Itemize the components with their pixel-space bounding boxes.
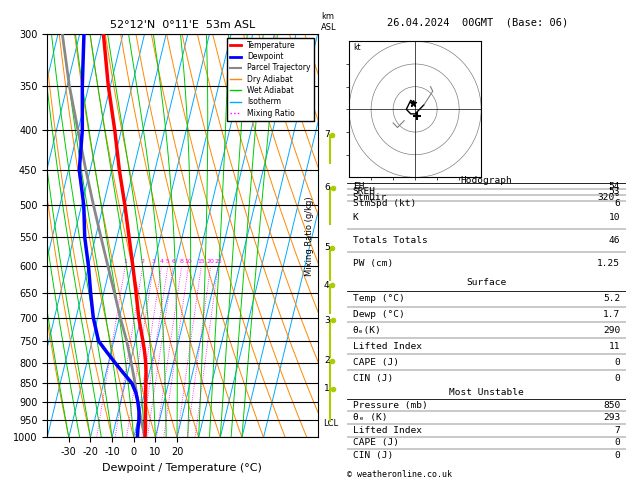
Text: 6: 6 [171,259,175,264]
Text: K: K [353,213,359,223]
Text: 10: 10 [609,213,620,223]
Text: EH: EH [353,182,364,191]
Text: 11: 11 [609,342,620,351]
Text: 53: 53 [609,188,620,196]
Text: 320°: 320° [598,193,620,202]
Text: Pressure (mb): Pressure (mb) [353,400,428,410]
Text: 6: 6 [615,199,620,208]
Text: Most Unstable: Most Unstable [449,388,524,397]
Text: 5.2: 5.2 [603,294,620,303]
Text: 54: 54 [609,182,620,191]
Text: StmDir: StmDir [353,193,387,202]
Text: 1: 1 [324,384,330,393]
Text: 25: 25 [214,259,222,264]
Text: Surface: Surface [467,278,506,287]
Text: 0: 0 [615,374,620,383]
Text: 7: 7 [324,130,330,139]
Text: 5: 5 [324,243,330,252]
X-axis label: Dewpoint / Temperature (°C): Dewpoint / Temperature (°C) [103,463,262,473]
Text: 26.04.2024  00GMT  (Base: 06): 26.04.2024 00GMT (Base: 06) [387,17,569,27]
Text: SREH: SREH [353,188,376,196]
Text: 1.7: 1.7 [603,310,620,319]
Text: θₑ (K): θₑ (K) [353,413,387,422]
Text: km
ASL: km ASL [321,12,337,32]
Text: 5: 5 [166,259,170,264]
Text: 1.25: 1.25 [598,259,620,268]
Text: 4: 4 [160,259,164,264]
Text: 7: 7 [615,426,620,435]
Text: PW (cm): PW (cm) [353,259,393,268]
Text: 850: 850 [603,400,620,410]
Text: 293: 293 [603,413,620,422]
Text: Mixing Ratio (g/kg): Mixing Ratio (g/kg) [306,196,314,276]
Text: 3: 3 [324,316,330,325]
Text: Hodograph: Hodograph [460,176,513,185]
Text: 2: 2 [141,259,145,264]
Text: 0: 0 [615,438,620,448]
Text: StmSpd (kt): StmSpd (kt) [353,199,416,208]
Text: 0: 0 [615,451,620,460]
Text: 0: 0 [615,358,620,367]
Text: Dewp (°C): Dewp (°C) [353,310,404,319]
Text: 2: 2 [324,356,330,365]
Text: 1: 1 [123,259,127,264]
Text: 4: 4 [324,281,330,290]
Text: Totals Totals: Totals Totals [353,236,428,245]
Text: CAPE (J): CAPE (J) [353,438,399,448]
Text: 15: 15 [198,259,205,264]
Text: 20: 20 [207,259,214,264]
Text: CIN (J): CIN (J) [353,374,393,383]
Text: CIN (J): CIN (J) [353,451,393,460]
Legend: Temperature, Dewpoint, Parcel Trajectory, Dry Adiabat, Wet Adiabat, Isotherm, Mi: Temperature, Dewpoint, Parcel Trajectory… [226,38,314,121]
Text: 3: 3 [152,259,155,264]
Text: 10: 10 [185,259,192,264]
Text: Lifted Index: Lifted Index [353,342,422,351]
Text: CAPE (J): CAPE (J) [353,358,399,367]
Title: 52°12'N  0°11'E  53m ASL: 52°12'N 0°11'E 53m ASL [110,20,255,31]
Text: 6: 6 [324,184,330,192]
Text: Temp (°C): Temp (°C) [353,294,404,303]
Text: 46: 46 [609,236,620,245]
Text: 8: 8 [180,259,184,264]
Text: LCL: LCL [323,419,338,428]
Text: Lifted Index: Lifted Index [353,426,422,435]
Text: kt: kt [353,43,361,52]
Text: 290: 290 [603,326,620,335]
Text: θₑ(K): θₑ(K) [353,326,382,335]
Text: © weatheronline.co.uk: © weatheronline.co.uk [347,469,452,479]
